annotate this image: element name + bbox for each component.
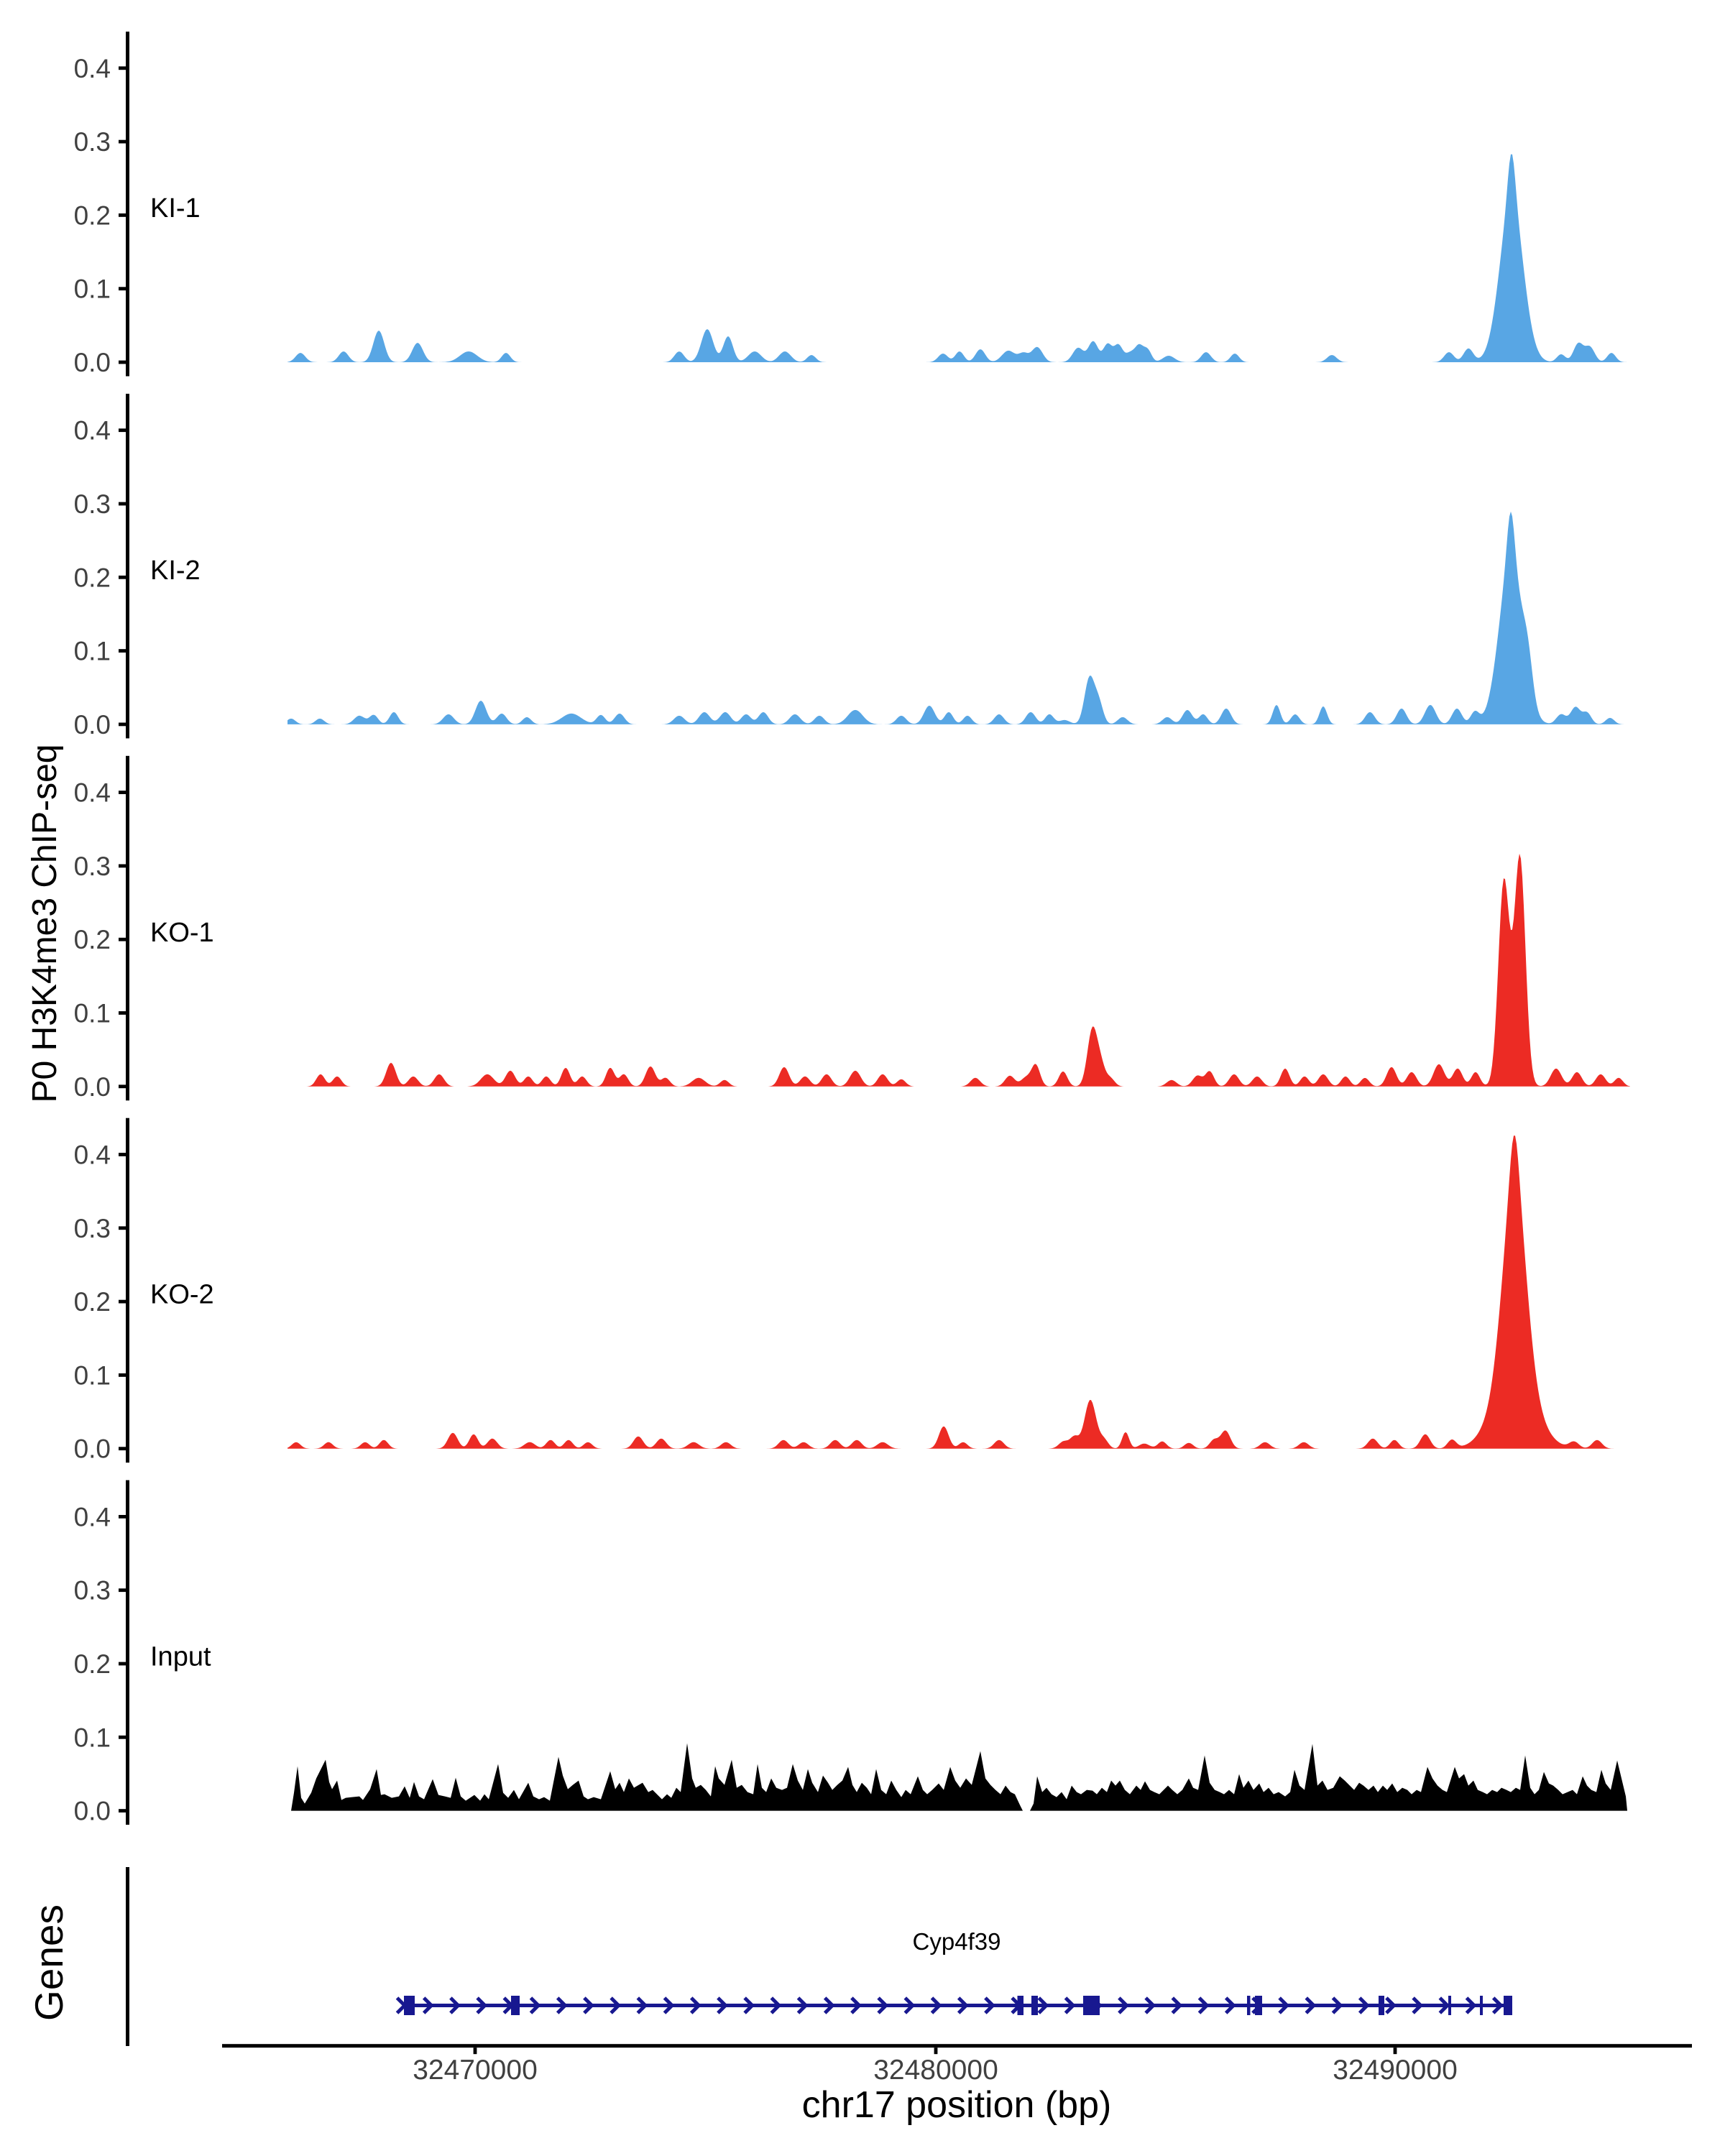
svg-text:0.0: 0.0 (74, 1072, 111, 1102)
svg-text:chr17 position (bp): chr17 position (bp) (802, 2084, 1112, 2126)
svg-text:0.3: 0.3 (74, 1576, 111, 1606)
svg-text:0.2: 0.2 (74, 925, 111, 954)
svg-text:32490000: 32490000 (1333, 2055, 1458, 2086)
svg-text:0.1: 0.1 (74, 637, 111, 666)
svg-text:0.1: 0.1 (74, 1723, 111, 1752)
svg-text:0.2: 0.2 (74, 1649, 111, 1679)
svg-text:P0 H3K4me3 ChIP-seq: P0 H3K4me3 ChIP-seq (26, 745, 64, 1103)
svg-text:KI-1: KI-1 (150, 193, 201, 224)
svg-text:0.1: 0.1 (74, 999, 111, 1028)
svg-text:0.3: 0.3 (74, 852, 111, 881)
svg-text:0.2: 0.2 (74, 201, 111, 230)
svg-text:0.4: 0.4 (74, 1502, 111, 1531)
svg-text:Genes: Genes (27, 1904, 71, 2021)
svg-text:32480000: 32480000 (873, 2055, 998, 2086)
svg-text:KO-2: KO-2 (150, 1280, 214, 1310)
svg-text:0.2: 0.2 (74, 563, 111, 592)
svg-text:0.3: 0.3 (74, 1214, 111, 1243)
svg-text:KI-2: KI-2 (150, 556, 201, 586)
svg-text:0.4: 0.4 (74, 1141, 111, 1170)
svg-text:0.4: 0.4 (74, 778, 111, 808)
svg-text:Input: Input (150, 1642, 211, 1672)
svg-text:0.0: 0.0 (74, 1797, 111, 1826)
svg-text:0.4: 0.4 (74, 416, 111, 446)
svg-text:0.0: 0.0 (74, 348, 111, 377)
svg-text:0.3: 0.3 (74, 127, 111, 157)
svg-text:0.0: 0.0 (74, 1434, 111, 1464)
svg-text:0.3: 0.3 (74, 489, 111, 519)
svg-text:0.4: 0.4 (74, 54, 111, 83)
svg-text:KO-1: KO-1 (150, 918, 214, 948)
svg-text:0.1: 0.1 (74, 1360, 111, 1390)
svg-text:32470000: 32470000 (413, 2055, 538, 2086)
svg-text:0.2: 0.2 (74, 1287, 111, 1317)
svg-text:0.1: 0.1 (74, 275, 111, 304)
svg-text:0.0: 0.0 (74, 710, 111, 740)
svg-text:Cyp4f39: Cyp4f39 (913, 1928, 1001, 1955)
